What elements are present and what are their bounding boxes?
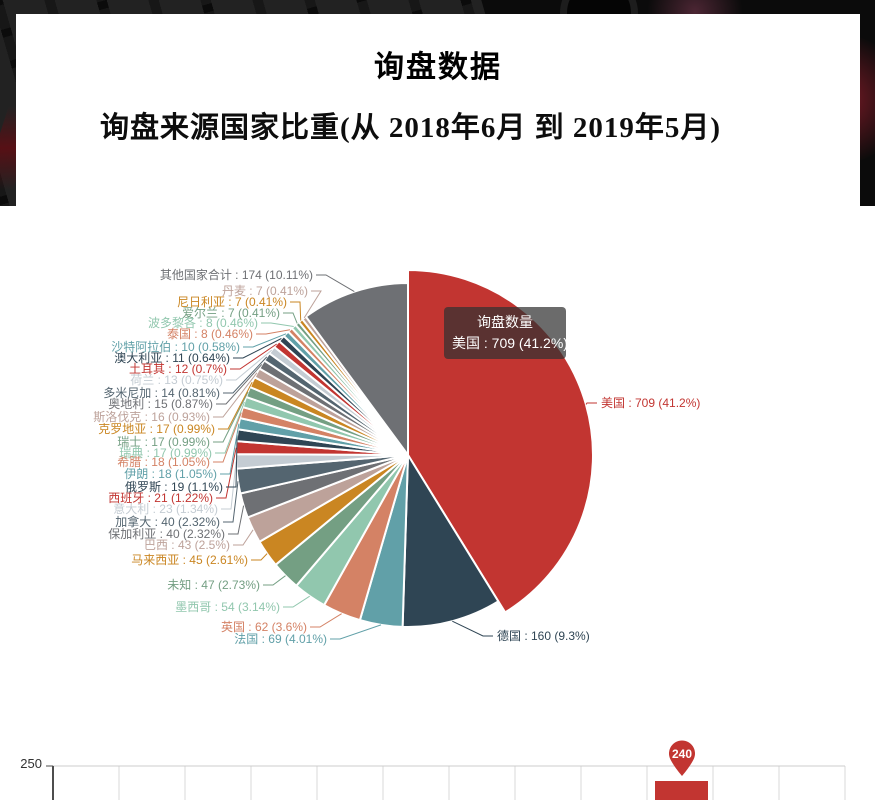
pie-label-line [213,391,249,443]
pie-label-line [283,595,310,608]
pie-label-line [303,290,322,319]
pie-label-line [230,343,277,370]
pie-label-line [223,481,239,523]
pie-label-line [330,624,382,640]
pie-label-line [216,364,263,405]
pie-label-line [215,401,245,454]
pie-label-line [243,333,287,348]
pie-label-line [316,274,355,293]
pie-label-line [310,613,342,628]
pie-label-line [251,553,268,561]
pie-label-line [216,447,237,499]
pie-label-line [226,435,238,488]
pie-label-line [261,322,294,327]
pie-label-line [221,461,237,510]
pie-label-line [226,349,273,381]
pie-label-line [213,412,242,463]
pie-label-line [585,402,597,405]
pie-label-line [220,423,240,475]
pie-label-line [256,329,291,335]
pie-label-line [290,301,302,321]
pie-chart [213,268,597,640]
bar-chart-fragment: 250 240 [20,740,846,800]
pie-label-line [283,312,298,324]
chart-title: 询盘来源国家比重(从 2018年6月 到 2019年5月) [100,112,722,144]
pie-label-line [233,338,282,359]
bar-pin-label: 240 [672,747,692,761]
page-title: 询盘数据 [374,51,502,84]
pie-label-line [218,381,253,430]
pie-label-line [263,575,286,586]
bar-grid-vertical [118,766,846,800]
bar-pin-marker [669,740,695,776]
pie-label-line [228,505,245,535]
pie-slice-其他国家合计[interactable] [304,281,409,459]
pie-label-line [233,529,254,546]
pie-label-line [452,620,493,637]
bar-highlighted[interactable] [655,781,708,800]
pie-label-line [213,372,258,418]
pie-label-line [223,356,268,394]
bar-y-tick-label: 250 [20,756,42,771]
